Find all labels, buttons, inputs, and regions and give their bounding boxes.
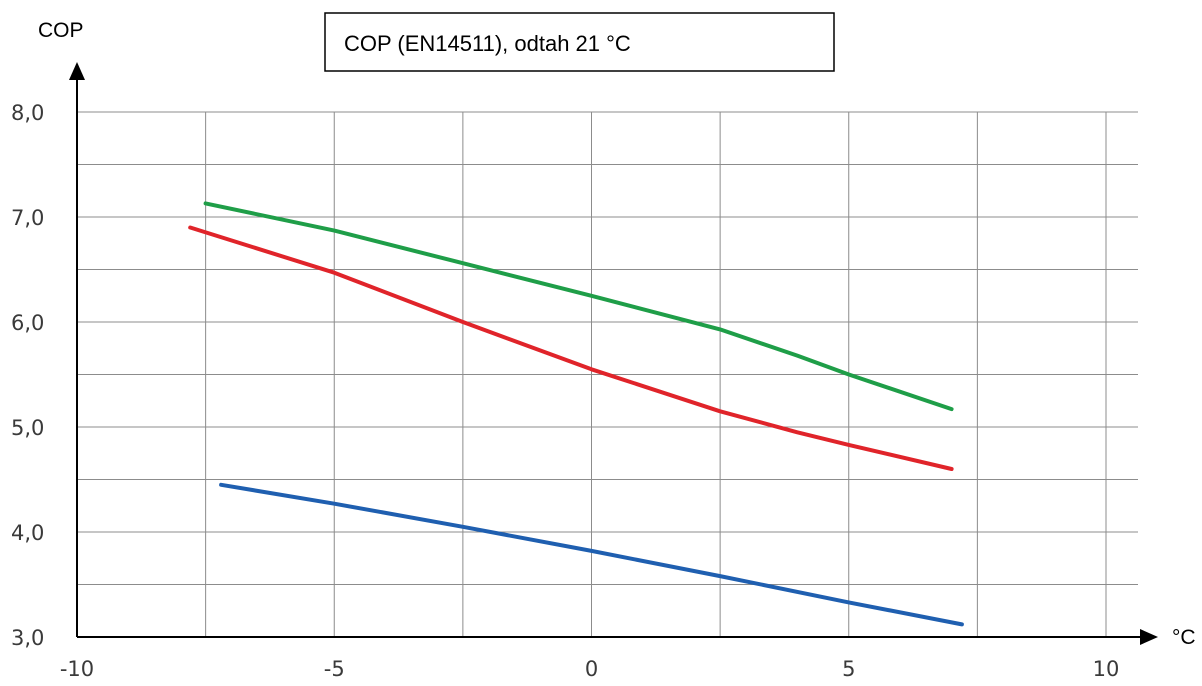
chart-title: COP (EN14511), odtah 21 °C: [344, 31, 631, 56]
y-tick-label: 7,0: [11, 206, 44, 230]
y-axis-arrow: [69, 62, 85, 80]
y-tick-label: 8,0: [11, 101, 44, 125]
chart-axes: [69, 62, 1158, 645]
series-line-3: [219, 482, 964, 627]
y-axis-title: COP: [38, 19, 84, 42]
y-tick-label: 6,0: [11, 311, 44, 335]
series-line-1: [203, 201, 954, 412]
x-tick-label: 0: [585, 657, 598, 681]
x-tick-label: 10: [1093, 657, 1120, 681]
x-tick-label: 5: [842, 657, 855, 681]
y-tick-label: 3,0: [11, 626, 44, 650]
y-tick-label: 4,0: [11, 521, 44, 545]
x-tick-label: -10: [60, 657, 94, 681]
y-tick-label: 5,0: [11, 416, 44, 440]
tick-labels: -10 -5 0 5 10 3,0 4,0 5,0 6,0 7,0 8,0: [11, 101, 1119, 681]
chart-series: [188, 201, 964, 627]
series-line-2: [188, 225, 954, 471]
chart-title-box: [324, 12, 835, 72]
x-axis-arrow: [1140, 629, 1158, 645]
x-tick-label: -5: [324, 657, 345, 681]
x-axis-title: °C: [1172, 626, 1196, 649]
